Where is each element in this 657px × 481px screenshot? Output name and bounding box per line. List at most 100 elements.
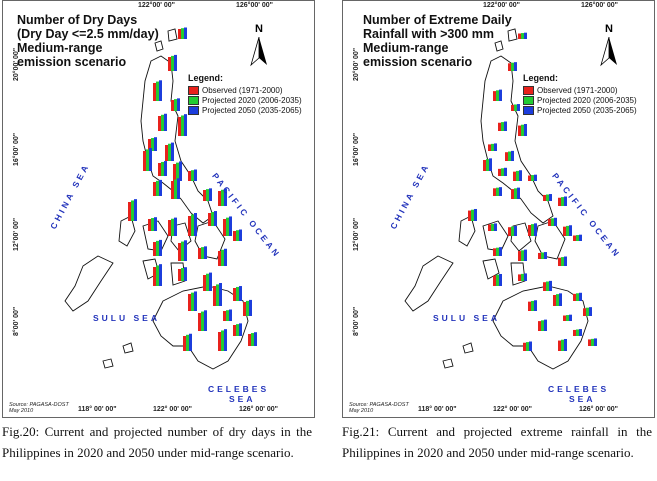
station-bar-group — [493, 89, 502, 101]
coord-lat-8: 8°00' 00" — [13, 306, 20, 336]
station-bar — [524, 249, 527, 261]
title-line: Medium-range — [363, 41, 449, 55]
station-bar — [203, 275, 206, 291]
station-bar — [531, 224, 534, 236]
station-bar — [179, 161, 182, 181]
station-bar — [243, 302, 246, 316]
station-bar-group — [588, 338, 597, 346]
island-outline — [494, 40, 504, 52]
station-bar — [546, 281, 549, 291]
station-bar — [153, 242, 156, 256]
source-text: Source: PAGASA-DOST — [349, 402, 409, 408]
station-bar — [236, 286, 239, 301]
station-bar — [186, 334, 189, 351]
station-bar-group — [505, 150, 514, 161]
coord-bottom-122: 122° 00' 00" — [153, 406, 192, 413]
coord-top-122: 122°00' 00" — [138, 2, 175, 9]
station-bar-group — [233, 229, 242, 241]
station-bar — [177, 98, 180, 111]
station-bar-group — [483, 158, 492, 171]
title-line: (Dry Day <=2.5 mm/day) — [17, 27, 159, 41]
station-bar — [151, 218, 154, 231]
station-bar-group — [243, 299, 252, 316]
station-bar — [508, 227, 511, 236]
station-bar-group — [203, 272, 212, 291]
station-bar — [171, 55, 174, 71]
title-line: Number of Dry Days — [17, 13, 138, 27]
station-bar — [488, 224, 491, 231]
station-bar — [219, 283, 222, 306]
legend-title: Legend: — [188, 73, 223, 83]
station-bar — [589, 307, 592, 316]
station-bar-group — [171, 178, 180, 199]
legend-swatch-observed — [188, 85, 199, 95]
station-bar — [549, 194, 552, 201]
station-bar — [573, 235, 576, 241]
celebes-sea-label-2: SEA — [569, 394, 596, 404]
station-bar — [153, 182, 156, 196]
station-bar — [524, 32, 527, 39]
title-line: Rainfall with >300 mm — [363, 27, 494, 41]
station-bar — [591, 338, 594, 346]
station-bar — [209, 188, 212, 201]
station-bar — [586, 307, 589, 316]
station-bar — [508, 151, 511, 161]
station-bar — [174, 179, 177, 199]
station-bar — [158, 116, 161, 131]
station-bar — [224, 188, 227, 206]
station-bar — [496, 274, 499, 286]
station-bars — [468, 32, 597, 351]
station-bar — [181, 241, 184, 261]
station-bar — [534, 300, 537, 311]
station-bar — [559, 293, 562, 306]
station-bar-group — [168, 54, 177, 71]
legend: Legend: Observed (1971-2000) Projected 2… — [188, 73, 302, 115]
station-bar — [224, 248, 227, 266]
station-bar — [213, 286, 216, 306]
station-bar-group — [573, 292, 582, 301]
station-bar — [538, 321, 541, 331]
legend-label: Projected 2020 (2006-2035) — [202, 95, 302, 105]
station-bar — [239, 286, 242, 301]
station-bar — [168, 143, 171, 161]
station-bar — [181, 115, 184, 136]
station-bar — [181, 28, 184, 39]
station-bar-group — [165, 142, 174, 161]
station-bar — [549, 280, 552, 291]
station-bar — [521, 250, 524, 261]
island-outline — [122, 342, 134, 354]
station-bar-group — [548, 217, 557, 226]
station-bar — [566, 315, 569, 321]
station-bar — [508, 63, 511, 71]
station-bar — [239, 229, 242, 241]
station-bar — [491, 143, 494, 151]
coord-top-122: 122°00' 00" — [483, 2, 520, 9]
station-bar — [194, 291, 197, 311]
station-bar — [236, 324, 239, 336]
island-outline — [154, 40, 164, 52]
station-bar — [204, 246, 207, 259]
island-outline — [462, 342, 474, 354]
station-bar — [218, 251, 221, 266]
station-bar-group — [148, 217, 157, 231]
station-bar — [171, 181, 174, 199]
source-date: May 2010 — [9, 408, 34, 414]
station-bar-group — [528, 300, 537, 311]
station-bar-group — [493, 187, 502, 196]
station-bar-group — [153, 179, 162, 196]
station-bar — [501, 122, 504, 131]
figure-caption-right: Fig.21: Current and projected extreme ra… — [342, 424, 652, 460]
station-bar — [564, 338, 567, 351]
station-bar — [594, 338, 597, 346]
extreme-rainfall-map-panel: Number of Extreme Daily Rainfall with >3… — [342, 0, 655, 418]
station-bar — [191, 214, 194, 236]
island-outline — [404, 255, 454, 312]
station-bar — [188, 216, 191, 236]
station-bar — [134, 199, 137, 221]
station-bar-group — [488, 223, 497, 231]
station-bar — [159, 264, 162, 286]
station-bar — [223, 311, 226, 321]
legend-title: Legend: — [523, 73, 558, 83]
dry-days-map — [64, 27, 257, 370]
station-bar — [174, 54, 177, 71]
